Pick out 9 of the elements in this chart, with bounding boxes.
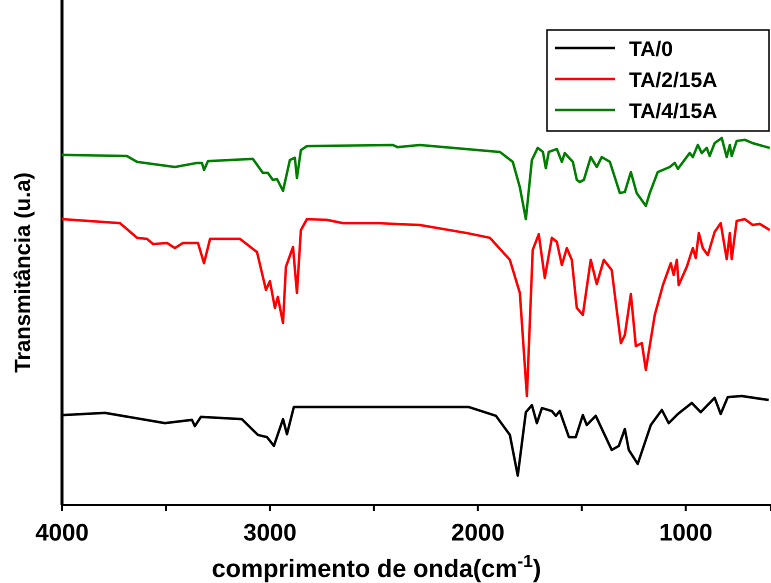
x-axis-title: comprimento de onda(cm$^{-1}$) (212, 551, 542, 583)
legend-label: TA/2/15A (629, 69, 718, 92)
x-tick-label: 4000 (35, 519, 89, 546)
x-tick-label: 3000 (243, 519, 297, 546)
legend-label: TA/0 (629, 38, 673, 61)
legend-label: TA/4/15A (629, 100, 718, 123)
y-axis-title: Transmitância (u.a) (10, 172, 35, 373)
x-tick-label: 1000 (659, 519, 712, 546)
x-tick-label: 2000 (451, 519, 505, 546)
